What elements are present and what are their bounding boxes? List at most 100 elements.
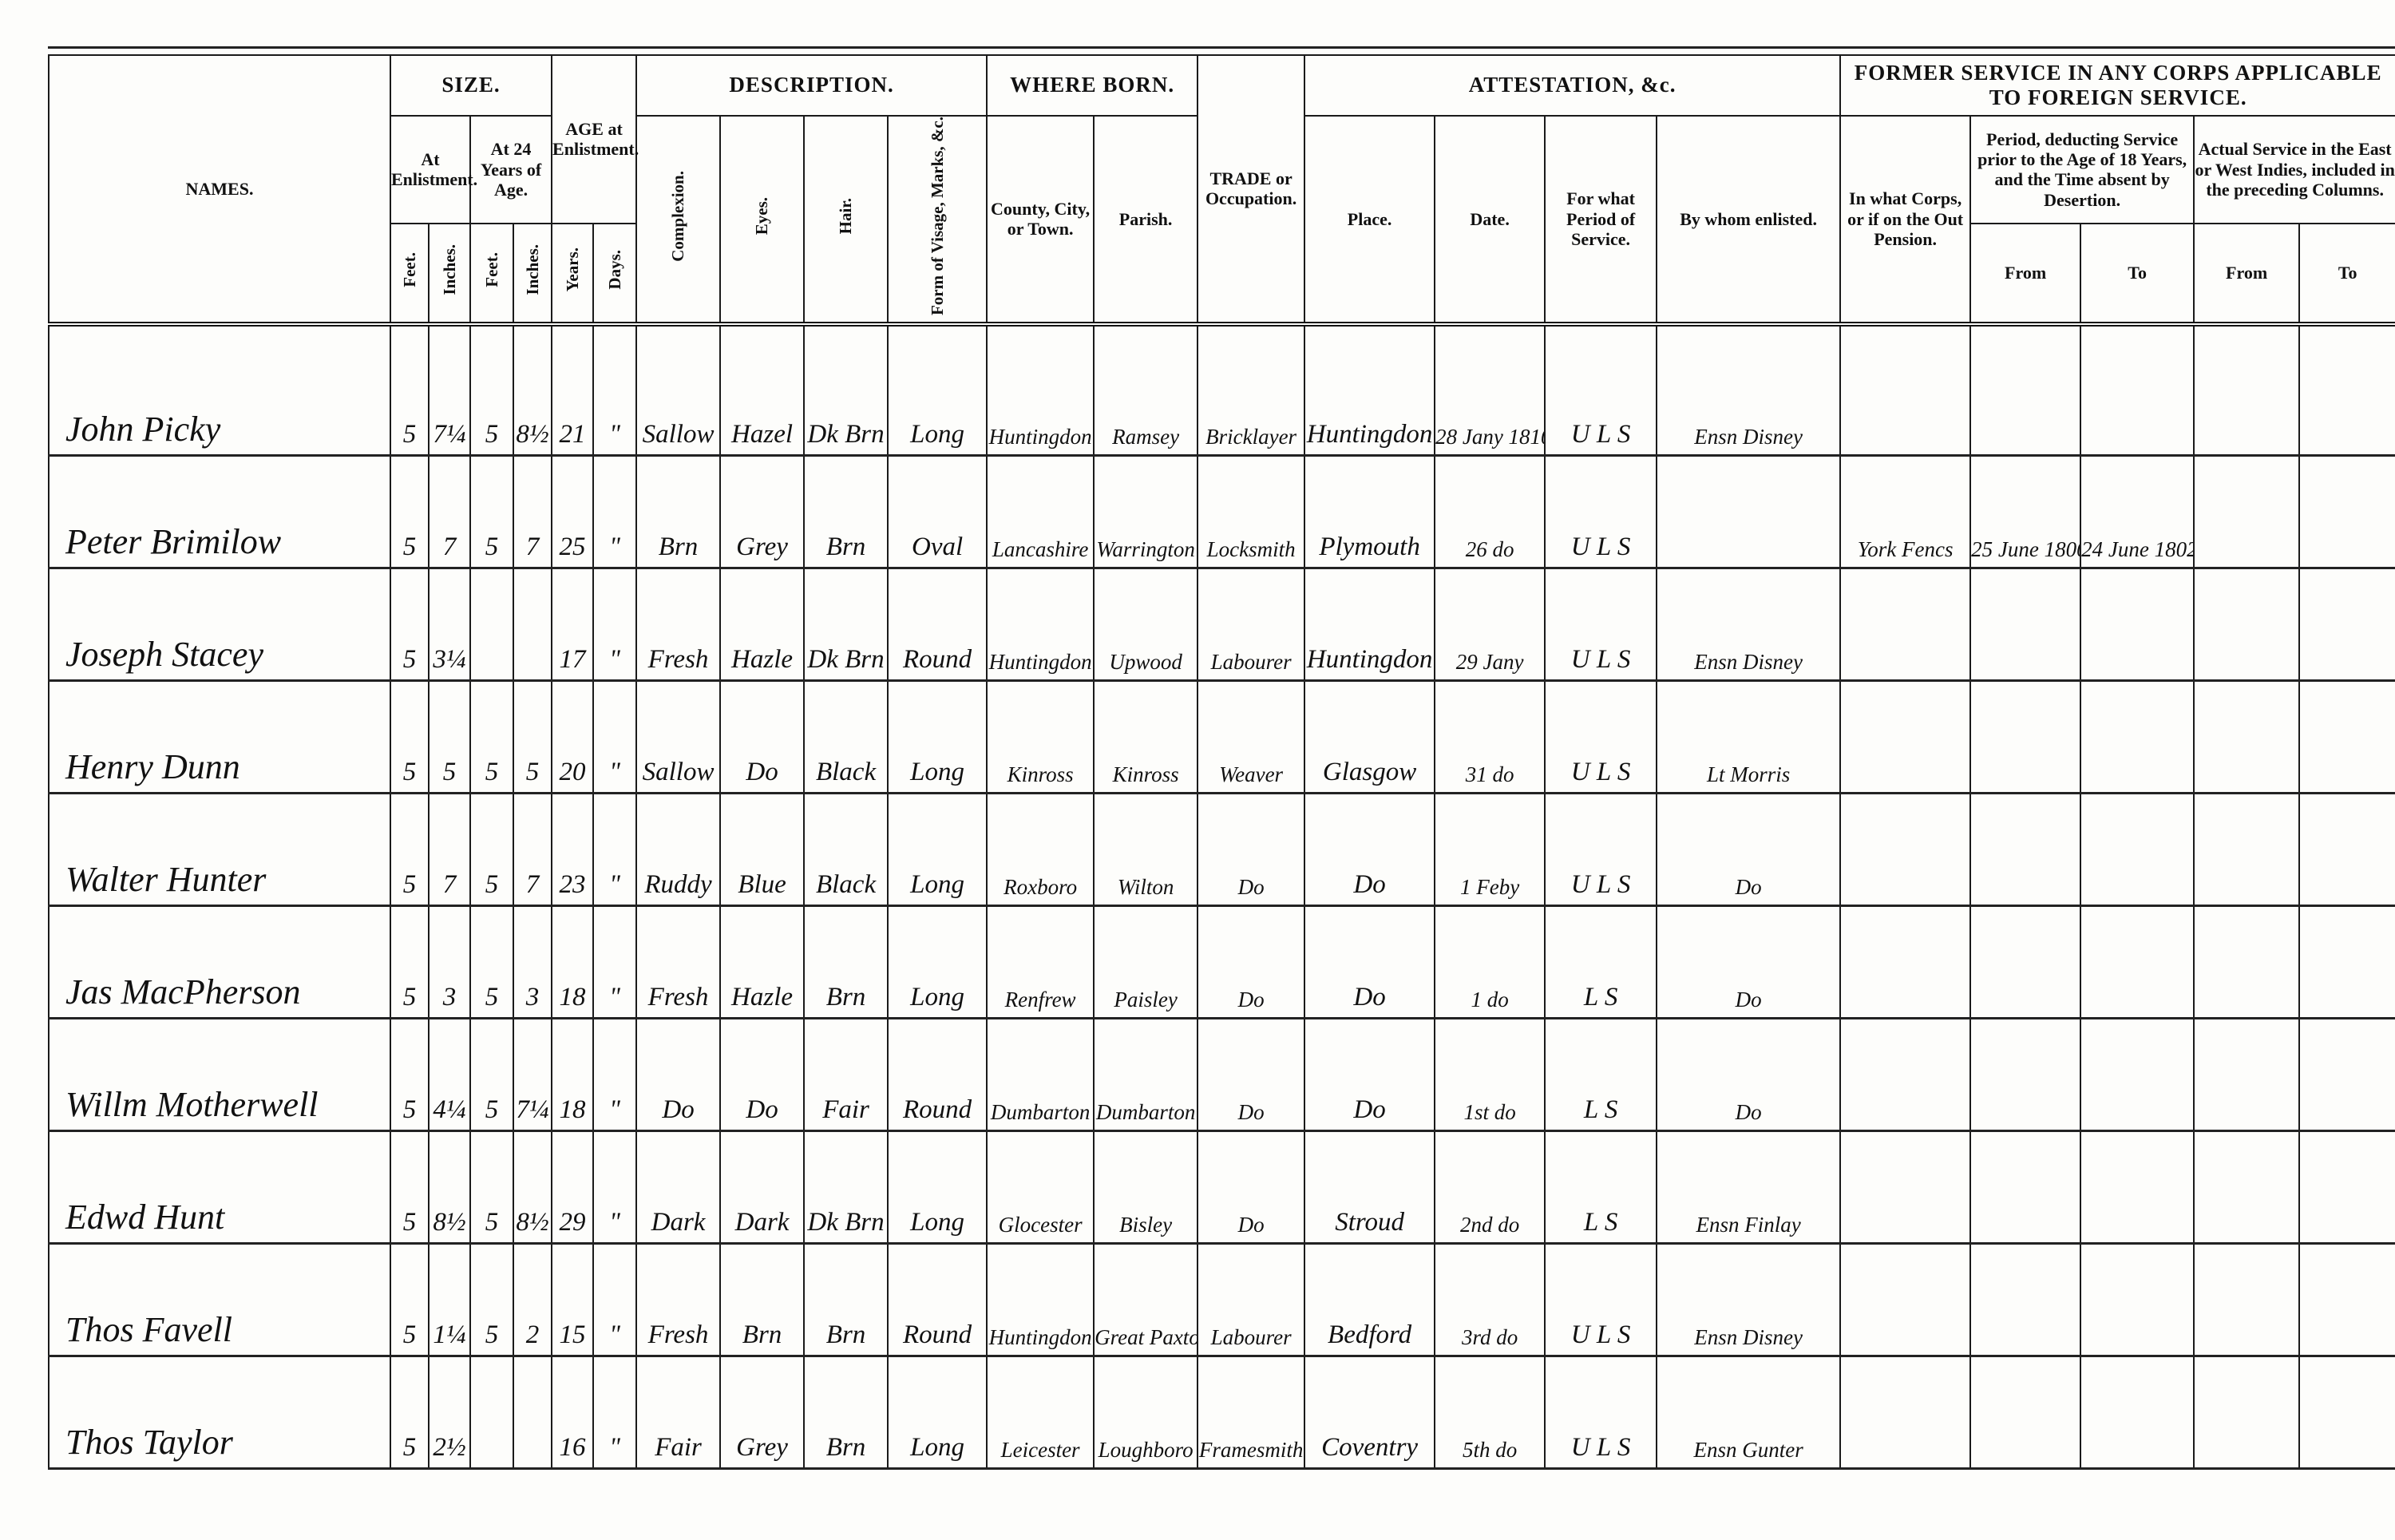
cell-visage: Long: [887, 793, 988, 908]
cell-eyes: Do: [719, 680, 806, 795]
cell-days: ": [592, 568, 638, 683]
cell-p-to: [2080, 793, 2195, 908]
cell-by-whom: Do: [1656, 793, 1842, 908]
cell-in1: 3: [428, 905, 471, 1020]
header-hair: Hair.: [836, 197, 856, 235]
cell-eyes: Hazle: [719, 568, 806, 683]
cell-a-to: [2298, 1356, 2395, 1471]
header-period-from: From: [1969, 222, 2082, 325]
header-actual-to: To: [2298, 222, 2395, 325]
cell-p-to: [2080, 323, 2195, 457]
cell-a-from: [2193, 793, 2301, 908]
cell-place: Coventry: [1304, 1356, 1436, 1471]
table-row: Walter Hunter 5 7 5 7 23 " Ruddy Blue Black Long Ro…: [48, 793, 2395, 908]
cell-p-from: [1969, 323, 2082, 457]
table-row: Peter Brimilow 5 7 5 7 25 " Brn Grey Brn Oval Lanca…: [48, 455, 2395, 570]
cell-county: Kinross: [986, 680, 1095, 795]
cell-visage: Long: [887, 1356, 988, 1471]
cell-days: ": [592, 1356, 638, 1471]
cell-parish: Warrington: [1093, 455, 1199, 570]
cell-eyes: Hazle: [719, 905, 806, 1020]
cell-name: Willm Motherwell: [48, 1018, 391, 1133]
cell-by-whom: Do: [1656, 905, 1842, 1020]
cell-a-from: [2193, 455, 2301, 570]
cell-hair: Dk Brn: [803, 568, 889, 683]
cell-trade: Framesmith: [1197, 1356, 1306, 1471]
cell-by-whom: Ensn Disney: [1656, 1243, 1842, 1358]
cell-county: Huntingdon: [986, 1243, 1095, 1358]
cell-ft2: 5: [469, 323, 514, 457]
cell-corps: [1839, 1243, 1972, 1358]
table-row: Jas MacPherson 5 3 5 3 18 " Fresh Hazle Brn Long Re…: [48, 905, 2395, 1020]
cell-trade: Locksmith: [1197, 455, 1306, 570]
cell-p-to: [2080, 680, 2195, 795]
cell-a-to: [2298, 568, 2395, 683]
cell-years: 16: [551, 1356, 595, 1471]
cell-period: U L S: [1544, 680, 1658, 795]
cell-visage: Long: [887, 323, 988, 457]
cell-ft2: 5: [469, 905, 514, 1020]
cell-p-to: [2080, 1130, 2195, 1245]
cell-parish: Paisley: [1093, 905, 1199, 1020]
cell-parish: Loughboro: [1093, 1356, 1199, 1471]
cell-ft1: 5: [390, 1018, 430, 1133]
cell-p-to: [2080, 1356, 2195, 1471]
cell-p-to: [2080, 1243, 2195, 1358]
header-eyes: Eyes.: [752, 196, 772, 236]
cell-corps: [1839, 1130, 1972, 1245]
cell-p-to: [2080, 1018, 2195, 1133]
table-row: Thos Favell 5 1¼ 5 2 15 " Fresh Brn Brn Round Hunti…: [48, 1243, 2395, 1358]
cell-a-from: [2193, 323, 2301, 457]
cell-a-to: [2298, 1130, 2395, 1245]
cell-county: Roxboro: [986, 793, 1095, 908]
table-row: Willm Motherwell 5 4¼ 5 7¼ 18 " Do Do Fair Round Du…: [48, 1018, 2395, 1133]
cell-a-from: [2193, 568, 2301, 683]
cell-in2: [512, 568, 553, 683]
cell-by-whom: Ensn Disney: [1656, 323, 1842, 457]
header-parish: Parish.: [1093, 115, 1199, 325]
cell-hair: Black: [803, 680, 889, 795]
table-row: John Picky 5 7¼ 5 8½ 21 " Sallow Hazel Dk Brn Long…: [48, 323, 2395, 457]
cell-a-to: [2298, 680, 2395, 795]
cell-date: 29 Jany: [1434, 568, 1546, 683]
cell-in2: [512, 1356, 553, 1471]
cell-a-from: [2193, 1130, 2301, 1245]
cell-in1: 3¼: [428, 568, 471, 683]
cell-ft2: 5: [469, 1130, 514, 1245]
cell-hair: Dk Brn: [803, 1130, 889, 1245]
cell-eyes: Grey: [719, 1356, 806, 1471]
cell-eyes: Hazel: [719, 323, 806, 457]
cell-a-from: [2193, 1243, 2301, 1358]
cell-a-from: [2193, 1356, 2301, 1471]
cell-in2: 7¼: [512, 1018, 553, 1133]
cell-ft1: 5: [390, 905, 430, 1020]
cell-by-whom: Do: [1656, 1018, 1842, 1133]
cell-a-from: [2193, 1018, 2301, 1133]
cell-p-from: [1969, 793, 2082, 908]
header-actual-service: Actual Service in the East or West Indie…: [2193, 115, 2395, 224]
cell-in2: 8½: [512, 323, 553, 457]
cell-period: L S: [1544, 905, 1658, 1020]
cell-complexion: Brn: [635, 455, 722, 570]
cell-corps: [1839, 793, 1972, 908]
cell-days: ": [592, 793, 638, 908]
cell-hair: Fair: [803, 1018, 889, 1133]
cell-complexion: Do: [635, 1018, 722, 1133]
cell-visage: Long: [887, 1130, 988, 1245]
cell-name: Joseph Stacey: [48, 568, 391, 683]
cell-parish: Great Paxton: [1093, 1243, 1199, 1358]
cell-date: 31 do: [1434, 680, 1546, 795]
cell-hair: Dk Brn: [803, 323, 889, 457]
cell-period: U L S: [1544, 1356, 1658, 1471]
header-description: DESCRIPTION.: [635, 54, 988, 117]
cell-parish: Dumbarton: [1093, 1018, 1199, 1133]
cell-by-whom: Ensn Finlay: [1656, 1130, 1842, 1245]
cell-in2: 7: [512, 455, 553, 570]
cell-corps: York Fencs: [1839, 455, 1972, 570]
cell-place: Do: [1304, 1018, 1436, 1133]
header-at-24: At 24 Years of Age.: [469, 115, 553, 224]
cell-years: 20: [551, 680, 595, 795]
table-header: NAMES. SIZE. AGE at Enlistment. DESCRIPT…: [48, 54, 2395, 325]
cell-place: Huntingdon: [1304, 323, 1436, 457]
cell-in1: 7: [428, 793, 471, 908]
